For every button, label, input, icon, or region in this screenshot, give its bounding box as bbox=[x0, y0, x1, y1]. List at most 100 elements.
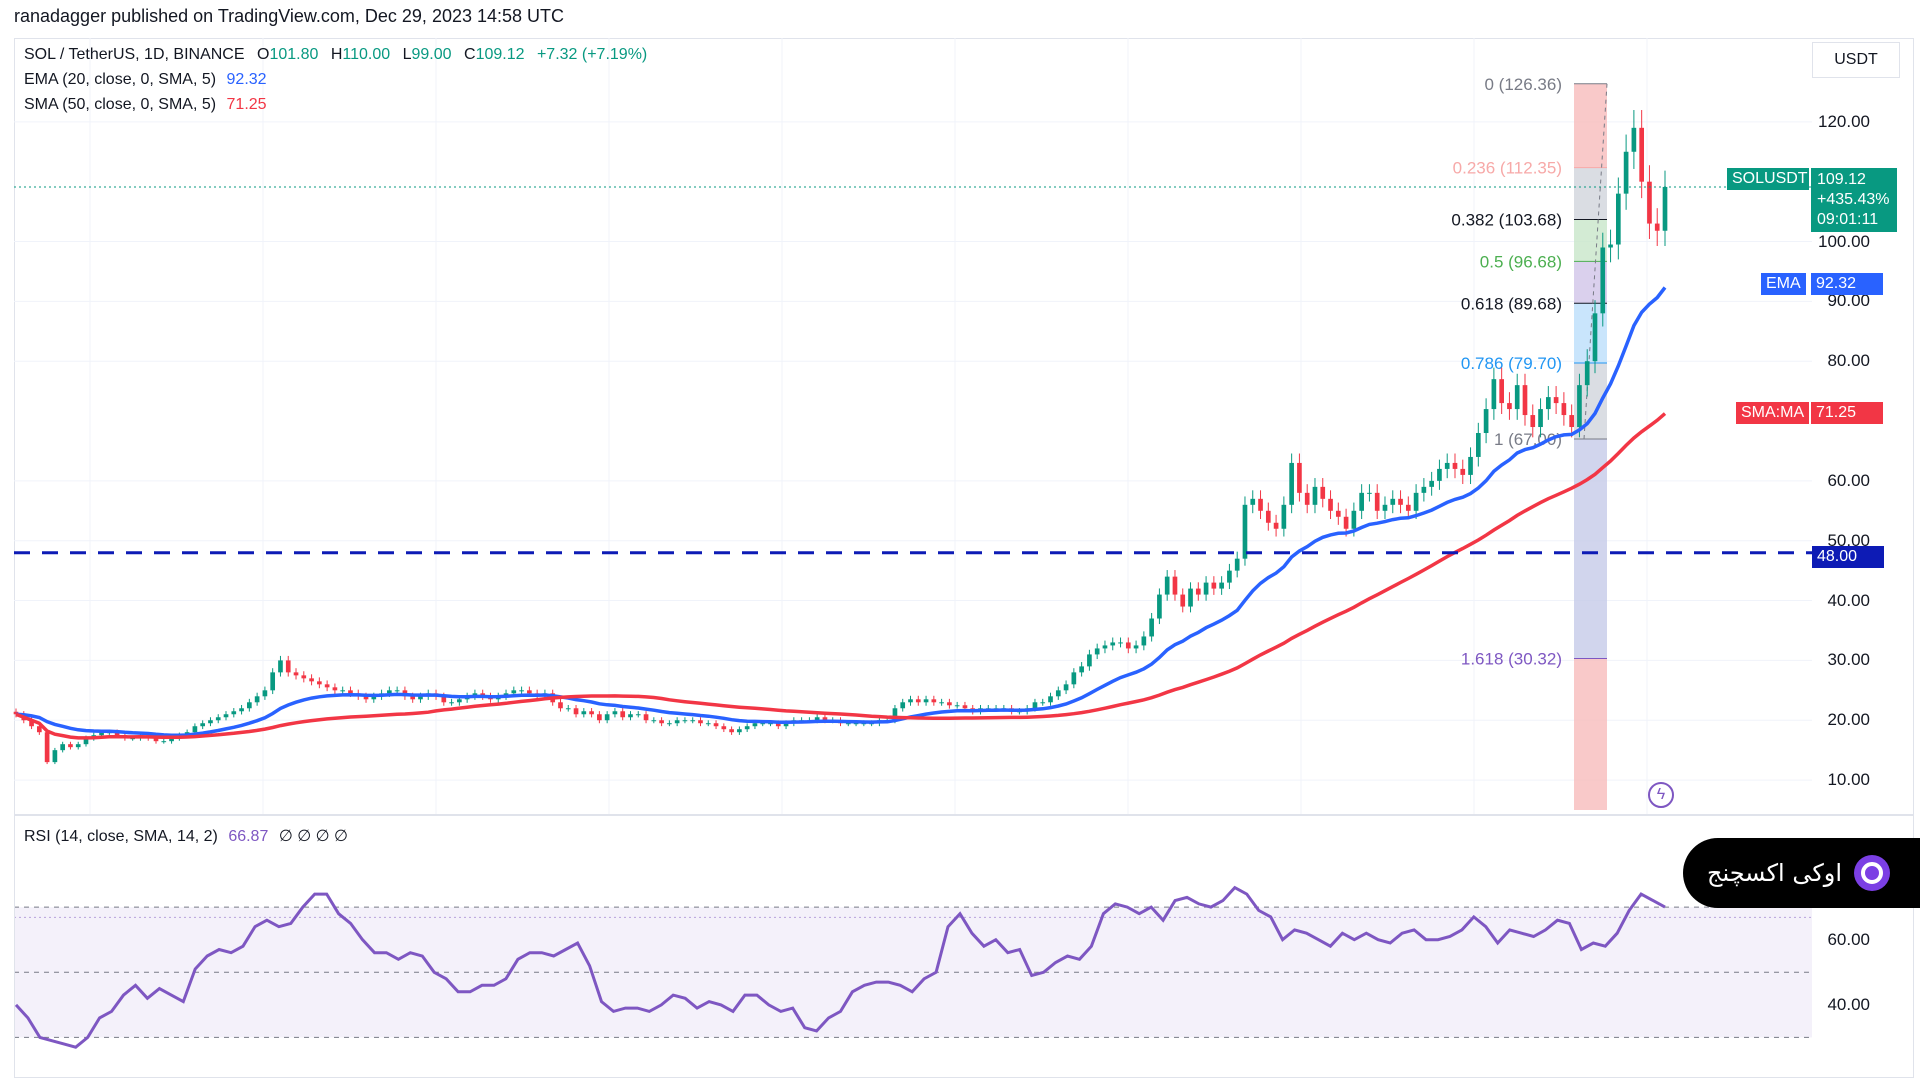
candle-body bbox=[1312, 486, 1318, 505]
ema-line bbox=[15, 286, 1667, 737]
candle-body bbox=[231, 711, 237, 715]
price-tick-label: 40.00 bbox=[1827, 590, 1870, 610]
candle-body bbox=[1545, 397, 1551, 410]
candle-body bbox=[597, 714, 602, 721]
candle-body bbox=[1335, 510, 1341, 517]
legend-h-value: 110.00 bbox=[342, 46, 391, 63]
candle-body bbox=[565, 708, 571, 710]
candle-body bbox=[37, 726, 42, 733]
candle-body bbox=[1421, 486, 1427, 493]
alert-icon[interactable]: ϟ bbox=[1648, 782, 1674, 808]
price-tick-label: 80.00 bbox=[1827, 351, 1870, 371]
legend-l-value: 99.00 bbox=[411, 46, 452, 63]
legend-change: +7.32 (+7.19%) bbox=[536, 46, 648, 63]
fib-level-label: 0.236 (112.35) bbox=[1453, 159, 1562, 178]
candle-body bbox=[915, 699, 921, 703]
candle-body bbox=[581, 711, 587, 715]
fib-zone bbox=[1574, 83, 1607, 168]
candle-body bbox=[558, 702, 563, 709]
legend-rsi-extra: ∅ ∅ ∅ ∅ bbox=[278, 828, 348, 845]
candle-body bbox=[1483, 409, 1489, 434]
currency-label[interactable]: USDT bbox=[1812, 42, 1900, 78]
candle-body bbox=[853, 723, 859, 725]
candle-body bbox=[130, 738, 136, 740]
price-tick-label: 90.00 bbox=[1827, 291, 1870, 311]
candle-body bbox=[1623, 151, 1629, 194]
candle-body bbox=[814, 717, 820, 721]
candle-body bbox=[1654, 223, 1660, 231]
candle-body bbox=[698, 720, 703, 724]
publisher-header: ranadagger published on TradingView.com,… bbox=[14, 6, 565, 26]
candle-body bbox=[208, 720, 213, 724]
candle-body bbox=[1079, 666, 1084, 673]
candle-body bbox=[511, 690, 517, 694]
candle-body bbox=[1374, 492, 1380, 511]
price-pane-frame bbox=[14, 38, 1914, 816]
candle-body bbox=[1304, 492, 1310, 505]
candle-body bbox=[324, 684, 330, 688]
sma-tag-value: 71.25 bbox=[1811, 402, 1883, 424]
fib-level-label: 0.618 (89.68) bbox=[1461, 294, 1562, 313]
exchange-logo-icon bbox=[1854, 855, 1890, 891]
candle-body bbox=[394, 690, 400, 692]
legend-rsi[interactable]: RSI (14, close, SMA, 14, 2) 66.87 ∅ ∅ ∅ … bbox=[24, 826, 348, 846]
candle-body bbox=[270, 672, 276, 691]
legend-l-label: L bbox=[402, 46, 412, 63]
legend-sma[interactable]: SMA (50, close, 0, SMA, 5) 71.25 bbox=[24, 96, 267, 114]
candle-body bbox=[215, 717, 221, 721]
candle-body bbox=[775, 723, 781, 727]
candle-body bbox=[1195, 588, 1201, 595]
candle-body bbox=[845, 723, 851, 725]
price-tick-label: 30.00 bbox=[1827, 650, 1870, 670]
candle-body bbox=[1475, 433, 1481, 457]
candle-body bbox=[931, 699, 937, 703]
candle-body bbox=[1032, 702, 1038, 709]
candle-body bbox=[721, 726, 727, 730]
candle-body bbox=[729, 729, 734, 733]
candle-body bbox=[674, 720, 680, 724]
candle-body bbox=[1102, 645, 1108, 649]
candle-body bbox=[752, 723, 758, 727]
fibonacci-retracement: 0 (126.36) 0.236 (112.35) 0.382 (103.68) 0.… bbox=[1451, 75, 1608, 810]
candle-body bbox=[114, 732, 120, 736]
candle-body bbox=[1172, 576, 1178, 595]
ema-tag-value: 92.32 bbox=[1811, 273, 1883, 295]
legend-rsi-label: RSI (14, close, SMA, 14, 2) bbox=[24, 828, 218, 845]
candle-body bbox=[1382, 504, 1388, 511]
price-tick-label: 120.00 bbox=[1818, 111, 1870, 131]
candle-body bbox=[317, 681, 322, 685]
candle-body bbox=[527, 690, 532, 694]
ema-tag: EMA bbox=[1761, 273, 1806, 295]
candle-body bbox=[1219, 582, 1224, 589]
candle-body bbox=[519, 690, 524, 692]
candle-body bbox=[1437, 468, 1442, 481]
candle-body bbox=[947, 702, 952, 706]
fib-level-label: 1.618 (30.32) bbox=[1461, 649, 1562, 668]
legend-h-label: H bbox=[330, 46, 343, 63]
legend-ema[interactable]: EMA (20, close, 0, SMA, 5) 92.32 bbox=[24, 71, 267, 89]
candle-body bbox=[1429, 480, 1434, 487]
candle-body bbox=[635, 714, 641, 716]
candle-body bbox=[247, 702, 252, 709]
candle-body bbox=[68, 744, 73, 748]
candle-body bbox=[285, 660, 291, 673]
fib-level-label: 0.786 (79.70) bbox=[1461, 354, 1562, 373]
legend-symbol: SOL / TetherUS, 1D, BINANCE bbox=[24, 46, 245, 63]
candle-body bbox=[744, 726, 750, 730]
symbol-tag: SOLUSDT bbox=[1727, 168, 1809, 190]
candle-body bbox=[1164, 576, 1170, 595]
candle-body bbox=[1507, 403, 1512, 410]
candle-body bbox=[169, 738, 174, 742]
candle-body bbox=[161, 741, 167, 743]
candle-body bbox=[239, 708, 244, 712]
candle-body bbox=[348, 690, 353, 694]
candle-body bbox=[1639, 127, 1644, 182]
candle-body bbox=[620, 711, 626, 718]
candle-body bbox=[1071, 672, 1077, 685]
candle-body bbox=[153, 738, 159, 742]
candle-body bbox=[892, 708, 898, 721]
candle-body bbox=[1553, 397, 1559, 404]
candle-body bbox=[589, 711, 594, 715]
candle-body bbox=[1118, 642, 1123, 644]
